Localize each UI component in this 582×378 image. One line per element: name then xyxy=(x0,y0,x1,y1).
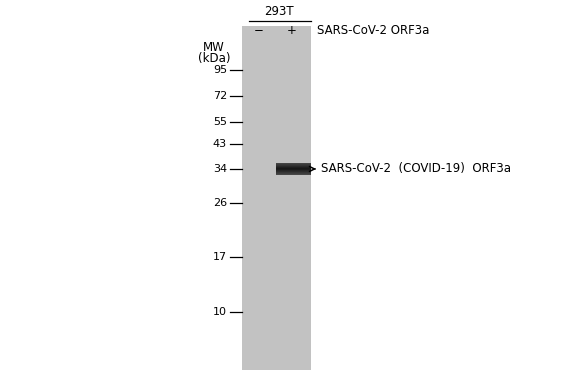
Bar xyxy=(276,166,311,167)
Text: 95: 95 xyxy=(213,65,227,75)
Bar xyxy=(276,174,311,175)
Text: 34: 34 xyxy=(213,164,227,174)
Bar xyxy=(276,166,311,167)
Bar xyxy=(276,168,311,169)
Text: 10: 10 xyxy=(213,307,227,317)
Bar xyxy=(276,173,311,174)
Bar xyxy=(276,170,311,171)
Bar xyxy=(242,26,311,370)
Bar xyxy=(276,164,311,165)
Bar xyxy=(276,164,311,165)
Bar xyxy=(276,167,311,168)
Text: MW: MW xyxy=(203,41,225,54)
Bar xyxy=(276,163,311,164)
Bar xyxy=(276,171,311,172)
Bar xyxy=(276,173,311,174)
Text: 26: 26 xyxy=(213,198,227,208)
Bar xyxy=(276,169,311,170)
Text: 43: 43 xyxy=(213,139,227,149)
Text: 72: 72 xyxy=(213,91,227,101)
Text: 293T: 293T xyxy=(265,5,294,18)
Text: SARS-CoV-2 ORF3a: SARS-CoV-2 ORF3a xyxy=(317,24,430,37)
Bar xyxy=(276,172,311,173)
Bar xyxy=(276,168,311,169)
Bar xyxy=(276,171,311,172)
Bar xyxy=(276,163,311,164)
Text: (kDa): (kDa) xyxy=(198,52,230,65)
Text: −: − xyxy=(254,24,264,37)
Bar xyxy=(276,165,311,166)
Bar xyxy=(276,167,311,168)
Bar xyxy=(276,169,311,170)
Text: 55: 55 xyxy=(213,117,227,127)
Text: SARS-CoV-2  (COVID-19)  ORF3a: SARS-CoV-2 (COVID-19) ORF3a xyxy=(321,163,511,175)
Bar xyxy=(276,170,311,171)
Bar xyxy=(276,165,311,166)
Text: +: + xyxy=(288,24,297,37)
Bar xyxy=(276,172,311,173)
Text: 17: 17 xyxy=(213,252,227,262)
